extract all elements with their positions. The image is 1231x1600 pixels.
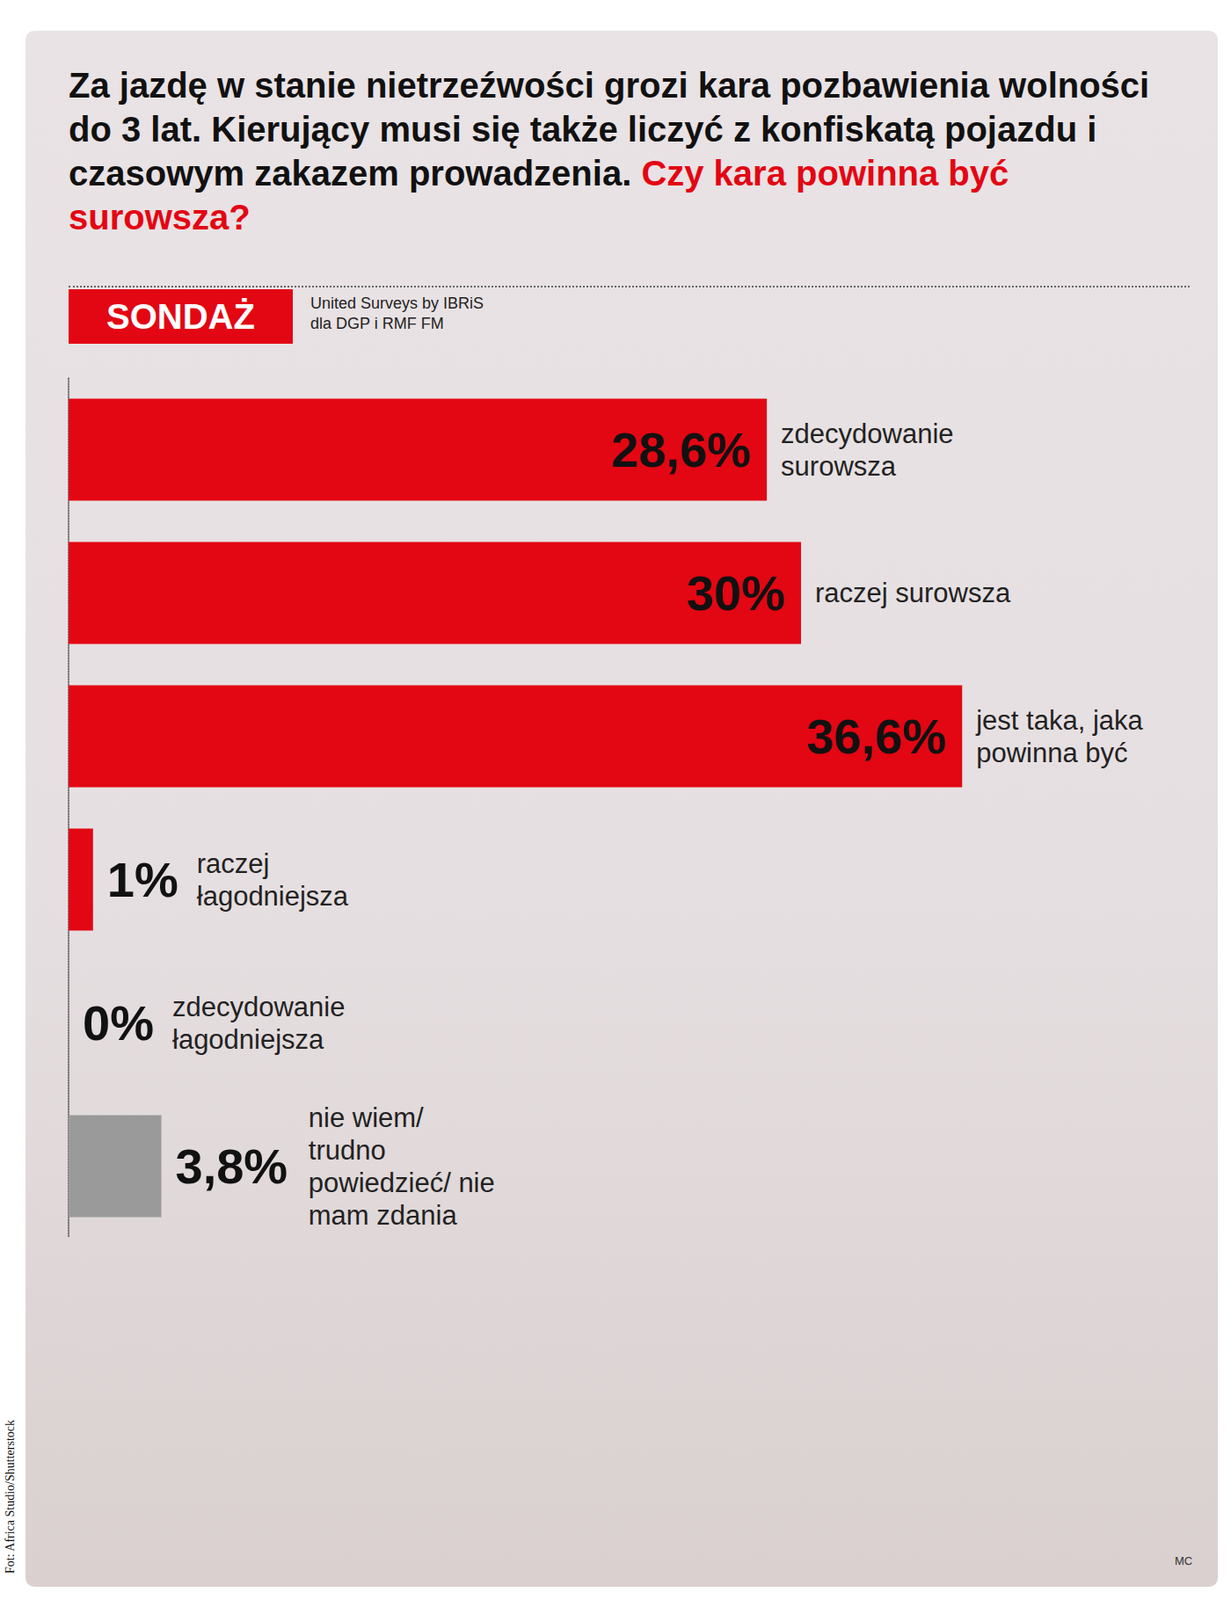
svg-text:1%: 1% [107, 852, 179, 908]
svg-text:zdecydowanie: zdecydowanie [172, 991, 345, 1023]
svg-text:trudno: trudno [308, 1135, 387, 1166]
svg-text:łagodniejsza: łagodniejsza [196, 881, 350, 912]
svg-text:36,6%: 36,6% [806, 708, 947, 765]
html-text:dla DGP i RMF FM: dla DGP i RMF FM [310, 314, 444, 333]
svg-text:raczej: raczej [196, 848, 270, 880]
html-text:SONDAŻ: SONDAŻ [106, 297, 255, 336]
html-text:Za jazdę w stanie nietrzeźwośc: Za jazdę w stanie nietrzeźwości grozi ka… [68, 65, 1150, 237]
svg-text:30%: 30% [686, 565, 786, 621]
svg-text:łagodniejsza: łagodniejsza [172, 1024, 325, 1056]
svg-text:nie wiem/: nie wiem/ [308, 1102, 424, 1134]
svg-text:0%: 0% [82, 995, 154, 1051]
svg-text:jest taka, jaka: jest taka, jaka [975, 705, 1144, 736]
svg-text:surowsza: surowsza [780, 451, 897, 482]
svg-text:raczej surowsza: raczej surowsza [815, 577, 1012, 609]
svg-text:powiedzieć/ nie: powiedzieć/ nie [308, 1167, 496, 1199]
svg-text:zdecydowanie: zdecydowanie [780, 418, 954, 450]
svg-text:mam zdania: mam zdania [308, 1200, 459, 1231]
html-text:MC: MC [1174, 1554, 1193, 1568]
svg-text:powinna być: powinna być [976, 737, 1128, 769]
svg-text:3,8%: 3,8% [175, 1138, 289, 1195]
svg-text:28,6%: 28,6% [611, 422, 751, 478]
html-text:Fot: Africa Studio/Shutterstoc: Fot: Africa Studio/Shutterstock [3, 1420, 17, 1574]
html-text:United Surveys by IBRiS: United Surveys by IBRiS [310, 294, 484, 313]
